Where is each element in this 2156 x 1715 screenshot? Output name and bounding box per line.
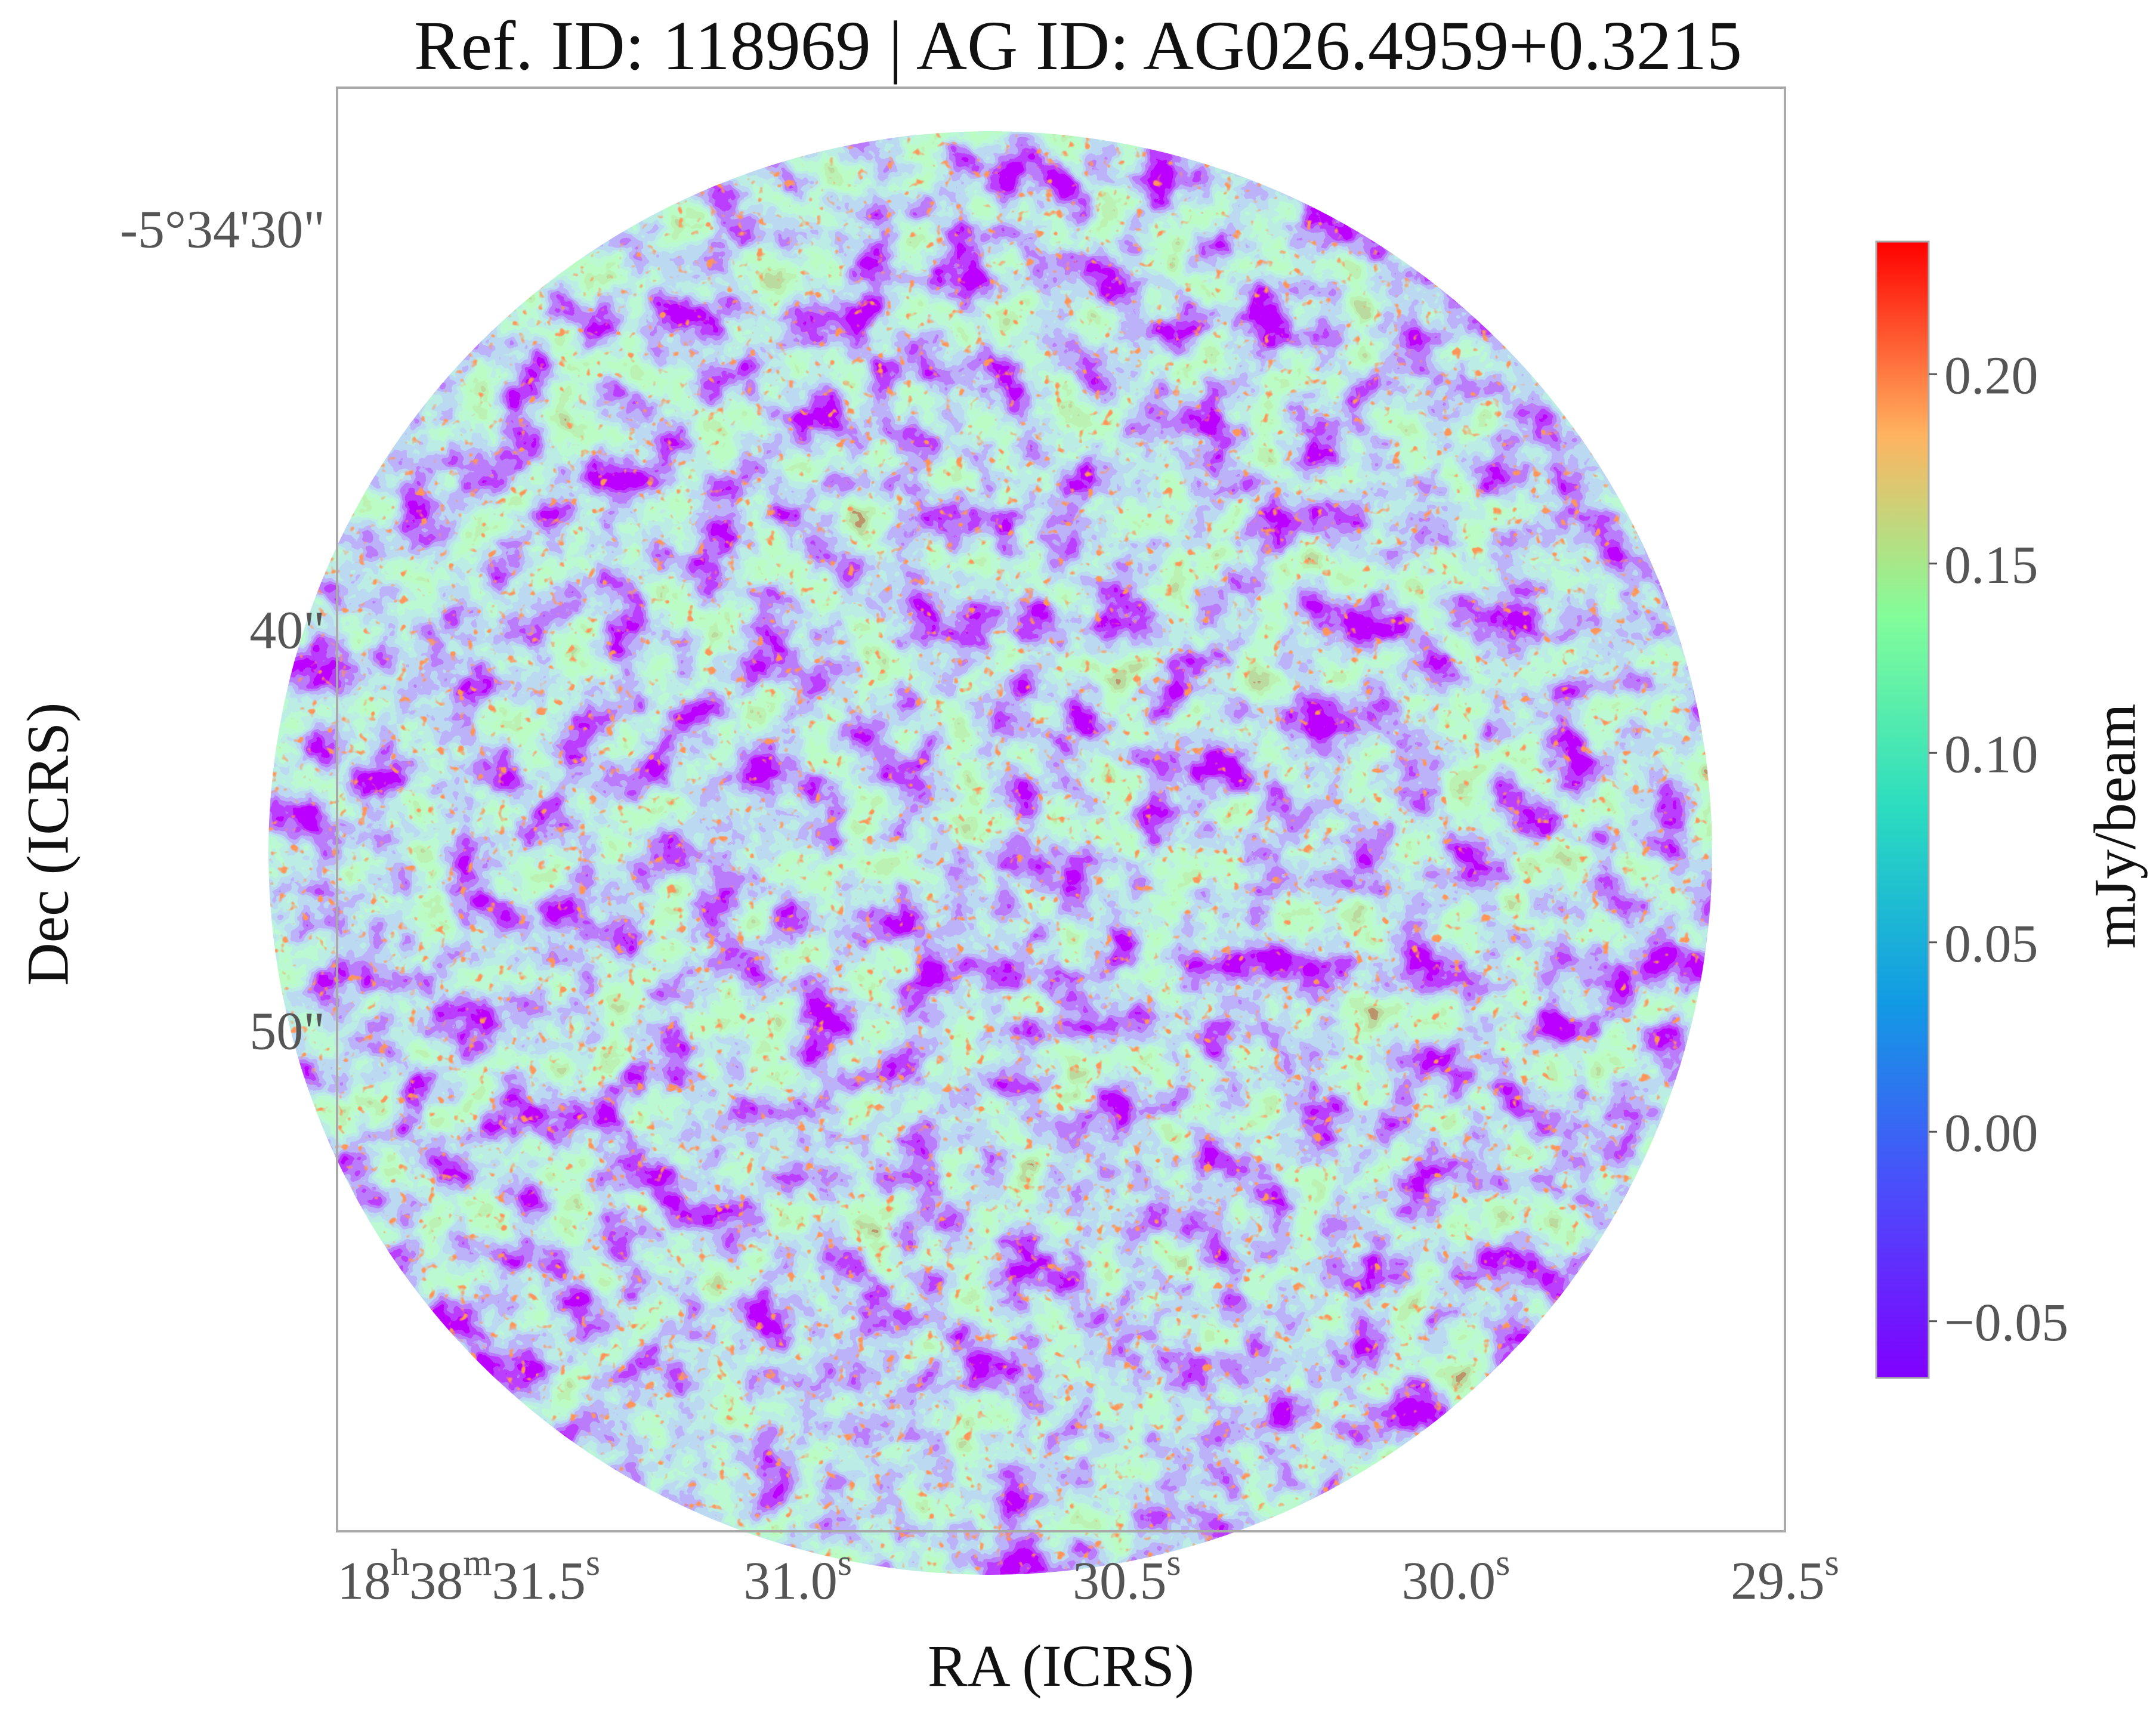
x-tick-label: 30.0s <box>1402 1543 1511 1611</box>
x-tick-label: 30.5s <box>1073 1543 1181 1611</box>
x-tick-label: 31.0s <box>743 1543 852 1611</box>
x-tick-label: 29.5s <box>1731 1543 1839 1611</box>
y-axis-ticks: -5°34'30" 40" 50" <box>120 200 325 1061</box>
chart-title: Ref. ID: 118969 | AG ID: AG026.4959+0.32… <box>413 7 1743 85</box>
colorbar-ticks: −0.05 0.00 0.05 0.10 0.15 0.20 <box>1929 346 2068 1352</box>
colorbar-tick-label: 0.20 <box>1944 346 2038 405</box>
intensity-peaks <box>268 131 1712 1575</box>
x-axis-label: RA (ICRS) <box>927 1633 1195 1699</box>
plot-frame <box>336 86 1786 1532</box>
y-tick-label: 50" <box>249 1002 325 1061</box>
y-axis-label: Dec (ICRS) <box>14 702 81 986</box>
map-field <box>268 131 1712 1575</box>
x-axis-ticks: 18h38m31.5s 31.0s 30.5s 30.0s 29.5s <box>337 1543 1839 1611</box>
colorbar <box>1875 240 1930 1379</box>
colorbar-tick-label: 0.15 <box>1944 536 2038 595</box>
colorbar-tick-label: −0.05 <box>1944 1293 2068 1352</box>
colorbar-tick-label: 0.05 <box>1944 914 2038 974</box>
x-tick-label: 18h38m31.5s <box>337 1543 600 1611</box>
colorbar-tick-label: 0.10 <box>1944 725 2038 784</box>
y-tick-label: -5°34'30" <box>120 200 325 259</box>
colorbar-label: mJy/beam <box>2081 703 2148 949</box>
colorbar-tick-label: 0.00 <box>1944 1104 2038 1163</box>
y-tick-label: 40" <box>249 601 325 660</box>
